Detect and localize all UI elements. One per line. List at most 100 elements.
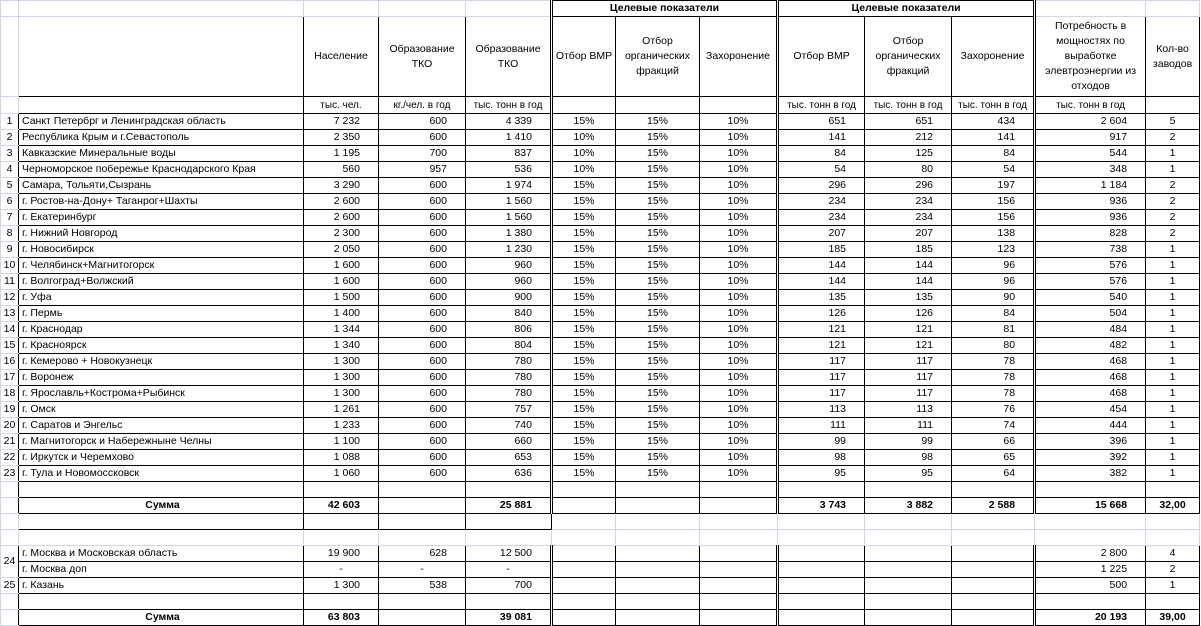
burial-pct[interactable]: 10% (698, 257, 779, 274)
plants[interactable]: 1 (1145, 241, 1201, 258)
bmp[interactable]: 117 (776, 369, 866, 386)
plants[interactable]: 1 (1145, 417, 1201, 434)
organic-pct[interactable]: 15% (615, 225, 700, 242)
bmp-pct[interactable] (550, 561, 616, 578)
bmp[interactable]: 141 (776, 129, 866, 146)
population[interactable]: 2 050 (303, 241, 379, 258)
population[interactable] (303, 529, 379, 546)
tko-total[interactable]: 960 (465, 273, 552, 290)
plants[interactable] (1145, 481, 1201, 498)
population[interactable]: 7 232 (303, 113, 379, 130)
organic[interactable]: 113 (864, 401, 953, 418)
energy-need[interactable]: 348 (1033, 161, 1147, 178)
header-tko-total[interactable]: Образование ТКО (465, 16, 552, 97)
bmp[interactable]: 121 (776, 321, 866, 338)
energy-need[interactable]: 20 193 (1033, 609, 1147, 626)
plants[interactable]: 2 (1145, 225, 1201, 242)
organic-pct[interactable] (615, 609, 700, 626)
bmp-pct[interactable]: 15% (550, 305, 616, 322)
organic[interactable]: 207 (864, 225, 953, 242)
burial-pct[interactable]: 10% (698, 177, 779, 194)
region-name[interactable]: Сумма (18, 497, 304, 514)
row-number[interactable]: 15 (0, 337, 19, 354)
organic[interactable]: 296 (864, 177, 953, 194)
population[interactable]: 1 500 (303, 289, 379, 306)
tko-per-capita[interactable] (378, 529, 466, 546)
bmp-pct[interactable]: 15% (550, 337, 616, 354)
bmp-pct[interactable] (550, 577, 616, 594)
tko-per-capita[interactable]: 600 (378, 257, 466, 274)
unit-population[interactable]: тыс. чел. (303, 96, 379, 114)
organic-pct[interactable] (615, 593, 700, 610)
burial-pct[interactable] (698, 593, 779, 610)
tko-per-capita[interactable]: 700 (378, 145, 466, 162)
plants[interactable]: 1 (1145, 353, 1201, 370)
burial[interactable]: 81 (951, 321, 1036, 338)
burial[interactable] (951, 513, 1036, 530)
bmp[interactable]: 54 (776, 161, 866, 178)
bmp-pct[interactable]: 10% (550, 129, 616, 146)
header-burial-pct[interactable]: Захоронение (698, 16, 779, 97)
unit-burial[interactable]: тыс. тонн в год (951, 96, 1036, 114)
tko-per-capita[interactable]: 600 (378, 273, 466, 290)
region-name[interactable]: г. Нижний Новгород (18, 225, 304, 242)
tko-total[interactable]: 960 (465, 257, 552, 274)
burial-pct[interactable] (698, 481, 779, 498)
population[interactable]: 1 195 (303, 145, 379, 162)
region-name[interactable]: г. Москва и Московская область (18, 545, 304, 562)
bmp-pct[interactable]: 15% (550, 449, 616, 466)
tko-per-capita[interactable]: 538 (378, 577, 466, 594)
tko-per-capita[interactable] (378, 513, 466, 530)
tko-total[interactable]: 804 (465, 337, 552, 354)
tko-total[interactable]: 700 (465, 577, 552, 594)
tko-per-capita[interactable]: 600 (378, 337, 466, 354)
population[interactable]: 1 088 (303, 449, 379, 466)
organic[interactable]: 95 (864, 465, 953, 482)
organic[interactable] (864, 609, 953, 626)
row-number[interactable] (0, 593, 19, 610)
burial[interactable]: 78 (951, 353, 1036, 370)
bmp[interactable]: 126 (776, 305, 866, 322)
row-number[interactable]: 19 (0, 401, 19, 418)
burial-pct[interactable]: 10% (698, 225, 779, 242)
burial[interactable] (951, 545, 1036, 562)
bmp-pct[interactable] (551, 529, 616, 546)
burial-pct[interactable]: 10% (698, 193, 779, 210)
burial-pct[interactable]: 10% (698, 305, 779, 322)
population[interactable]: 1 060 (303, 465, 379, 482)
header-organic[interactable]: Отбор органических фракций (864, 16, 953, 97)
organic[interactable]: 98 (864, 449, 953, 466)
population[interactable]: 63 803 (303, 609, 379, 626)
plants[interactable] (1145, 513, 1201, 530)
plants[interactable]: 1 (1145, 577, 1201, 594)
organic-pct[interactable]: 15% (615, 353, 700, 370)
row-number[interactable]: 18 (0, 385, 19, 402)
organic[interactable]: 144 (864, 257, 953, 274)
organic[interactable]: 234 (864, 193, 953, 210)
burial[interactable]: 74 (951, 417, 1036, 434)
row-number[interactable]: 7 (0, 209, 19, 226)
tko-total[interactable]: 1 230 (465, 241, 552, 258)
plants[interactable]: 2 (1145, 193, 1201, 210)
burial-pct[interactable]: 10% (698, 401, 779, 418)
bmp-pct[interactable] (550, 593, 616, 610)
bmp-pct[interactable] (551, 513, 616, 530)
organic[interactable] (864, 481, 953, 498)
row-number[interactable]: 1 (0, 113, 19, 130)
organic-pct[interactable]: 15% (615, 241, 700, 258)
cell[interactable] (18, 0, 304, 17)
tko-total[interactable]: 1 974 (465, 177, 552, 194)
organic-pct[interactable]: 15% (615, 465, 700, 482)
burial[interactable]: 54 (951, 161, 1036, 178)
population[interactable]: 1 100 (303, 433, 379, 450)
tko-total[interactable]: 757 (465, 401, 552, 418)
tko-per-capita[interactable]: 600 (378, 193, 466, 210)
burial-pct[interactable]: 10% (698, 145, 779, 162)
burial-pct[interactable] (698, 497, 779, 514)
plants[interactable]: 2 (1145, 209, 1201, 226)
organic-pct[interactable] (615, 513, 700, 530)
region-name[interactable]: г. Москва доп (18, 561, 304, 578)
tko-per-capita[interactable]: 600 (378, 113, 466, 130)
organic-pct[interactable]: 15% (615, 369, 700, 386)
organic[interactable]: 99 (864, 433, 953, 450)
